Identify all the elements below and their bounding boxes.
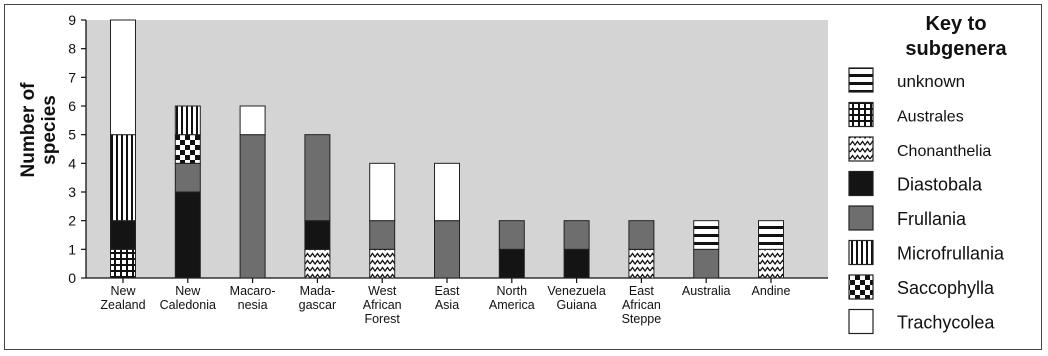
legend-label: unknown <box>897 72 965 91</box>
x-tick-label: North <box>497 284 528 298</box>
legend-label: Saccophylla <box>897 278 995 298</box>
legend-swatch <box>848 67 874 93</box>
x-tick-label: Mada- <box>300 284 335 298</box>
bar-segment <box>174 191 201 279</box>
legend-label: Microfrullania <box>897 244 1005 264</box>
legend-swatch <box>848 205 874 231</box>
y-tick-label: 7 <box>68 69 76 85</box>
x-tick-label: gascar <box>299 298 337 312</box>
bar-segment <box>758 220 784 250</box>
bar-segment <box>239 105 266 136</box>
bar-segment <box>498 220 525 250</box>
legend-swatch <box>848 136 874 162</box>
bar-segment <box>174 134 201 164</box>
bar-segment <box>563 248 590 279</box>
bar-segment <box>369 248 396 279</box>
legend-swatch <box>848 101 874 128</box>
legend-label: Frullania <box>897 209 967 229</box>
x-tick-label: Andine <box>752 284 791 298</box>
y-tick-label: 4 <box>68 155 76 171</box>
x-tick-label: Steppe <box>622 312 662 326</box>
x-tick-label: Australia <box>682 284 731 298</box>
legend-swatch <box>848 239 874 266</box>
x-tick-label: Caledonia <box>160 298 216 312</box>
bar-segment <box>434 162 460 222</box>
bar-segment <box>758 248 784 279</box>
bar-segment <box>174 162 201 193</box>
bar-segment <box>110 134 136 222</box>
y-tick-label: 5 <box>68 127 76 143</box>
y-tick-label: 6 <box>68 98 76 114</box>
legend-label: Diastobala <box>897 175 983 195</box>
bar-segment <box>304 134 331 222</box>
bar-segment <box>304 220 331 250</box>
bar-segment <box>628 248 655 279</box>
bar-segment <box>239 134 266 279</box>
bar-segment <box>498 248 525 279</box>
legend-swatch <box>848 274 874 300</box>
legend-label: Trachycolea <box>897 313 995 333</box>
y-tick-label: 1 <box>68 241 76 257</box>
bar-segment <box>110 248 136 279</box>
bar-segment <box>434 220 460 279</box>
y-tick-label: 9 <box>68 12 76 28</box>
x-tick-label: African <box>363 298 402 312</box>
bar-segment <box>693 220 720 250</box>
x-tick-label: New <box>175 284 201 298</box>
legend-swatch <box>848 308 874 335</box>
y-tick-label: 0 <box>68 270 76 286</box>
bar-segment <box>304 248 331 279</box>
x-tick-label: Macaro- <box>230 284 276 298</box>
y-tick-label: 2 <box>68 213 76 229</box>
y-tick-label: 3 <box>68 184 76 200</box>
legend-label: Chonanthelia <box>897 143 991 160</box>
bar-segment <box>628 220 655 250</box>
x-tick-label: East <box>434 284 460 298</box>
bar-segment <box>174 105 201 136</box>
x-tick-label: Zealand <box>100 298 145 312</box>
bar-segment <box>369 220 396 250</box>
bar-segment <box>110 19 136 136</box>
legend-title-line-1: Key to <box>925 13 986 35</box>
x-tick-label: Forest <box>364 312 400 326</box>
y-axis-label-line-1: Number of <box>18 82 39 178</box>
x-tick-label: nesia <box>238 298 268 312</box>
legend-label: Australes <box>897 109 964 126</box>
bar-segment <box>693 248 720 279</box>
bar-segment <box>110 220 136 250</box>
x-tick-label: East <box>629 284 655 298</box>
x-tick-label: West <box>368 284 397 298</box>
x-tick-label: New <box>110 284 136 298</box>
x-tick-label: Asia <box>435 298 459 312</box>
y-tick-label: 8 <box>68 41 76 57</box>
x-tick-label: America <box>489 298 535 312</box>
x-tick-label: Venezuela <box>547 284 605 298</box>
bar-segment <box>563 220 590 250</box>
y-axis-label-line-2: species <box>39 95 60 165</box>
x-tick-label: Guiana <box>556 298 596 312</box>
legend-title-line-2: subgenera <box>905 38 1007 60</box>
bar-segment <box>369 162 396 222</box>
legend-swatch <box>848 170 874 197</box>
x-tick-label: African <box>622 298 661 312</box>
